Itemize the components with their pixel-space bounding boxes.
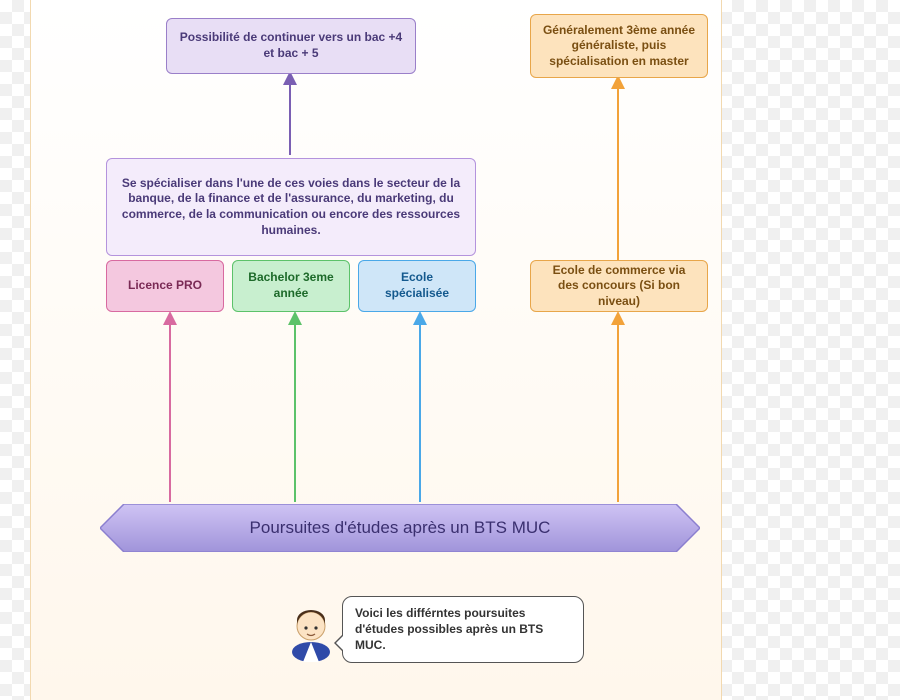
node-label: Ecole spécialisée [369, 270, 465, 301]
node-label: Ecole de commerce via des concours (Si b… [541, 263, 697, 310]
diagram-canvas [30, 0, 722, 700]
root-label: Poursuites d'études après un BTS MUC [250, 518, 551, 538]
node-label: Licence PRO [128, 278, 202, 294]
node-specialiser: Se spécialiser dans l'une de ces voies d… [106, 158, 476, 256]
node-label: Généralement 3ème année généraliste, pui… [541, 23, 697, 70]
node-bac4-bac5: Possibilité de continuer vers un bac +4 … [166, 18, 416, 74]
node-licence-pro: Licence PRO [106, 260, 224, 312]
node-root-bts-muc: Poursuites d'études après un BTS MUC [100, 504, 700, 552]
node-label: Bachelor 3eme année [243, 270, 339, 301]
speech-text: Voici les différntes poursuites d'études… [355, 606, 543, 652]
node-label: Se spécialiser dans l'une de ces voies d… [117, 176, 465, 238]
node-master: Généralement 3ème année généraliste, pui… [530, 14, 708, 78]
node-ecole-commerce: Ecole de commerce via des concours (Si b… [530, 260, 708, 312]
speech-bubble: Voici les différntes poursuites d'études… [342, 596, 584, 663]
node-bachelor: Bachelor 3eme année [232, 260, 350, 312]
node-label: Possibilité de continuer vers un bac +4 … [177, 30, 405, 61]
node-ecole-specialisee: Ecole spécialisée [358, 260, 476, 312]
